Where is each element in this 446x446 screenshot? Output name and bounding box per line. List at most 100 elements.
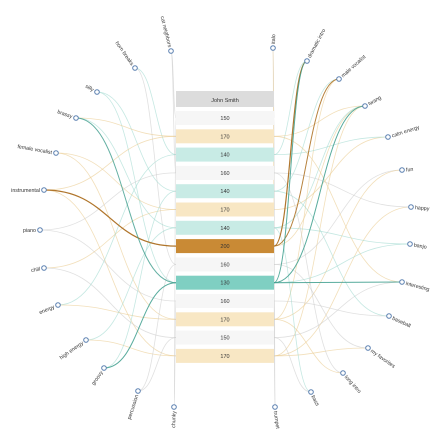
- link-path: [273, 117, 276, 408]
- tag-label: percussion: [127, 394, 141, 420]
- bar-value-label: 150: [220, 336, 229, 342]
- tag-node-left[interactable]: instrumental: [11, 187, 47, 194]
- tag-node-left[interactable]: percussion: [127, 388, 141, 421]
- bar-row: 170: [176, 312, 274, 327]
- bar-value-label: 170: [220, 208, 229, 214]
- tag-node-left[interactable]: horn breaks: [114, 41, 138, 71]
- tag-node-right[interactable]: happy: [408, 204, 430, 213]
- bar-value-label: 170: [220, 354, 229, 360]
- tag-node-circle[interactable]: [272, 404, 278, 410]
- tag-node-right[interactable]: male vocalist: [336, 54, 368, 82]
- tag-node-right[interactable]: my favorites: [365, 345, 397, 370]
- tag-label: cat neighbors: [159, 16, 173, 49]
- tag-label: fun: [406, 167, 414, 174]
- tag-node-right[interactable]: fun: [399, 167, 414, 174]
- tag-label: groovy: [91, 370, 105, 387]
- link-path: [75, 117, 177, 137]
- link-path: [273, 264, 369, 349]
- bar-rect: [176, 275, 274, 290]
- link-path: [273, 60, 308, 155]
- bar-row: 130: [176, 275, 274, 290]
- link-path: [134, 67, 177, 155]
- tag-node-left[interactable]: silly: [84, 84, 100, 95]
- tag-node-circle[interactable]: [55, 302, 61, 308]
- tag-node-left[interactable]: cat neighbors: [159, 16, 174, 54]
- tag-node-right[interactable]: banjo: [407, 241, 427, 251]
- tag-node-left[interactable]: energy: [38, 302, 61, 316]
- tag-node-circle[interactable]: [399, 167, 405, 173]
- tag-label: my favorites: [369, 348, 396, 369]
- tag-node-circle[interactable]: [365, 345, 371, 351]
- tag-label: male vocalist: [341, 54, 368, 79]
- tag-label: calm energy: [391, 125, 421, 140]
- tag-node-circle[interactable]: [53, 150, 59, 156]
- tag-node-circle[interactable]: [362, 103, 368, 109]
- link-path: [103, 190, 177, 369]
- tag-node-circle[interactable]: [168, 48, 174, 54]
- tag-node-circle[interactable]: [399, 279, 405, 285]
- tag-node-right[interactable]: trumpet: [272, 404, 281, 430]
- tag-node-left[interactable]: chill: [31, 265, 47, 274]
- tag-node-circle[interactable]: [270, 45, 276, 51]
- tag-node-circle[interactable]: [94, 89, 100, 95]
- tag-node-right[interactable]: interesting: [399, 279, 430, 293]
- tag-node-circle[interactable]: [132, 65, 138, 71]
- link-layer: [39, 47, 412, 408]
- tag-label: chill: [31, 267, 41, 274]
- bar-row: 160: [176, 257, 274, 272]
- tag-node-right[interactable]: bass: [308, 389, 321, 408]
- tag-label: banjo: [413, 243, 427, 251]
- tag-node-circle[interactable]: [73, 115, 79, 121]
- link-path: [273, 169, 403, 265]
- tag-node-left[interactable]: high energy: [59, 337, 89, 362]
- bar-value-label: 140: [220, 226, 229, 232]
- link-path: [75, 117, 177, 284]
- tag-node-circle[interactable]: [83, 337, 89, 343]
- tag-node-circle[interactable]: [340, 370, 346, 376]
- tag-label: dramatic intro: [307, 28, 327, 59]
- tag-node-right[interactable]: italo: [270, 34, 278, 51]
- tag-node-left[interactable]: chunky: [171, 404, 178, 428]
- bar-rect: [176, 312, 274, 327]
- bar-row: 140: [176, 184, 274, 199]
- tag-node-circle[interactable]: [41, 187, 47, 193]
- tag-node-right[interactable]: twang: [362, 95, 383, 109]
- tag-node-circle[interactable]: [336, 76, 342, 82]
- link-path: [273, 172, 344, 374]
- bar-row: 160: [176, 165, 274, 180]
- tag-node-left[interactable]: piano: [23, 227, 43, 234]
- link-path: [173, 117, 177, 408]
- link-path: [273, 243, 411, 284]
- tag-node-circle[interactable]: [308, 389, 314, 395]
- tag-node-left[interactable]: groovy: [91, 365, 107, 387]
- tag-node-right[interactable]: baseball: [386, 313, 412, 330]
- link-path: [55, 152, 177, 210]
- tag-node-circle[interactable]: [304, 58, 310, 64]
- tag-label: instrumental: [11, 188, 40, 194]
- link-path: [85, 227, 177, 341]
- bar-row: 150: [176, 111, 274, 125]
- tag-node-circle[interactable]: [385, 134, 391, 140]
- tag-node-left[interactable]: brassy: [56, 109, 79, 121]
- tag-node-left[interactable]: female vocalist: [17, 144, 59, 156]
- tag-node-circle[interactable]: [135, 388, 141, 394]
- tag-label: long intro: [343, 375, 362, 395]
- bar-row: 140: [176, 147, 274, 162]
- tag-node-right[interactable]: dramatic intro: [304, 28, 328, 64]
- tag-node-circle[interactable]: [408, 204, 414, 210]
- link-path: [273, 105, 366, 137]
- tag-label: twang: [367, 95, 382, 107]
- tag-node-right[interactable]: calm energy: [385, 125, 421, 140]
- bar-rect: [176, 220, 274, 235]
- tag-node-circle[interactable]: [171, 404, 177, 410]
- tag-node-circle[interactable]: [386, 313, 392, 319]
- link-path: [273, 172, 412, 208]
- tag-node-circle[interactable]: [37, 227, 43, 233]
- link-path: [273, 105, 366, 247]
- tag-node-right[interactable]: long intro: [340, 370, 362, 395]
- tag-node-circle[interactable]: [41, 265, 47, 271]
- tag-label: piano: [23, 228, 36, 234]
- tag-label: trumpet: [272, 411, 281, 430]
- tag-node-circle[interactable]: [407, 241, 413, 247]
- tag-node-circle[interactable]: [101, 365, 107, 371]
